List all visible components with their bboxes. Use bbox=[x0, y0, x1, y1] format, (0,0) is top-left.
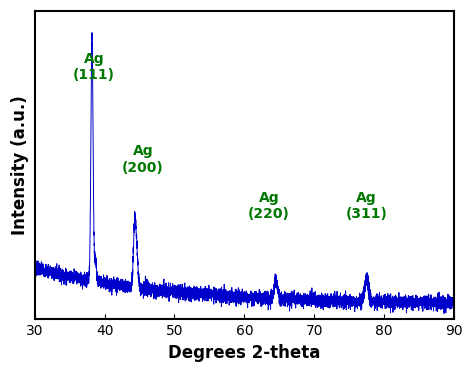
Text: Ag
(220): Ag (220) bbox=[248, 191, 290, 221]
Text: Ag
(200): Ag (200) bbox=[122, 144, 164, 175]
Y-axis label: Intensity (a.u.): Intensity (a.u.) bbox=[11, 95, 29, 235]
X-axis label: Degrees 2-theta: Degrees 2-theta bbox=[168, 344, 320, 362]
Text: Ag
(111): Ag (111) bbox=[73, 52, 115, 82]
Text: Ag
(311): Ag (311) bbox=[346, 191, 388, 221]
